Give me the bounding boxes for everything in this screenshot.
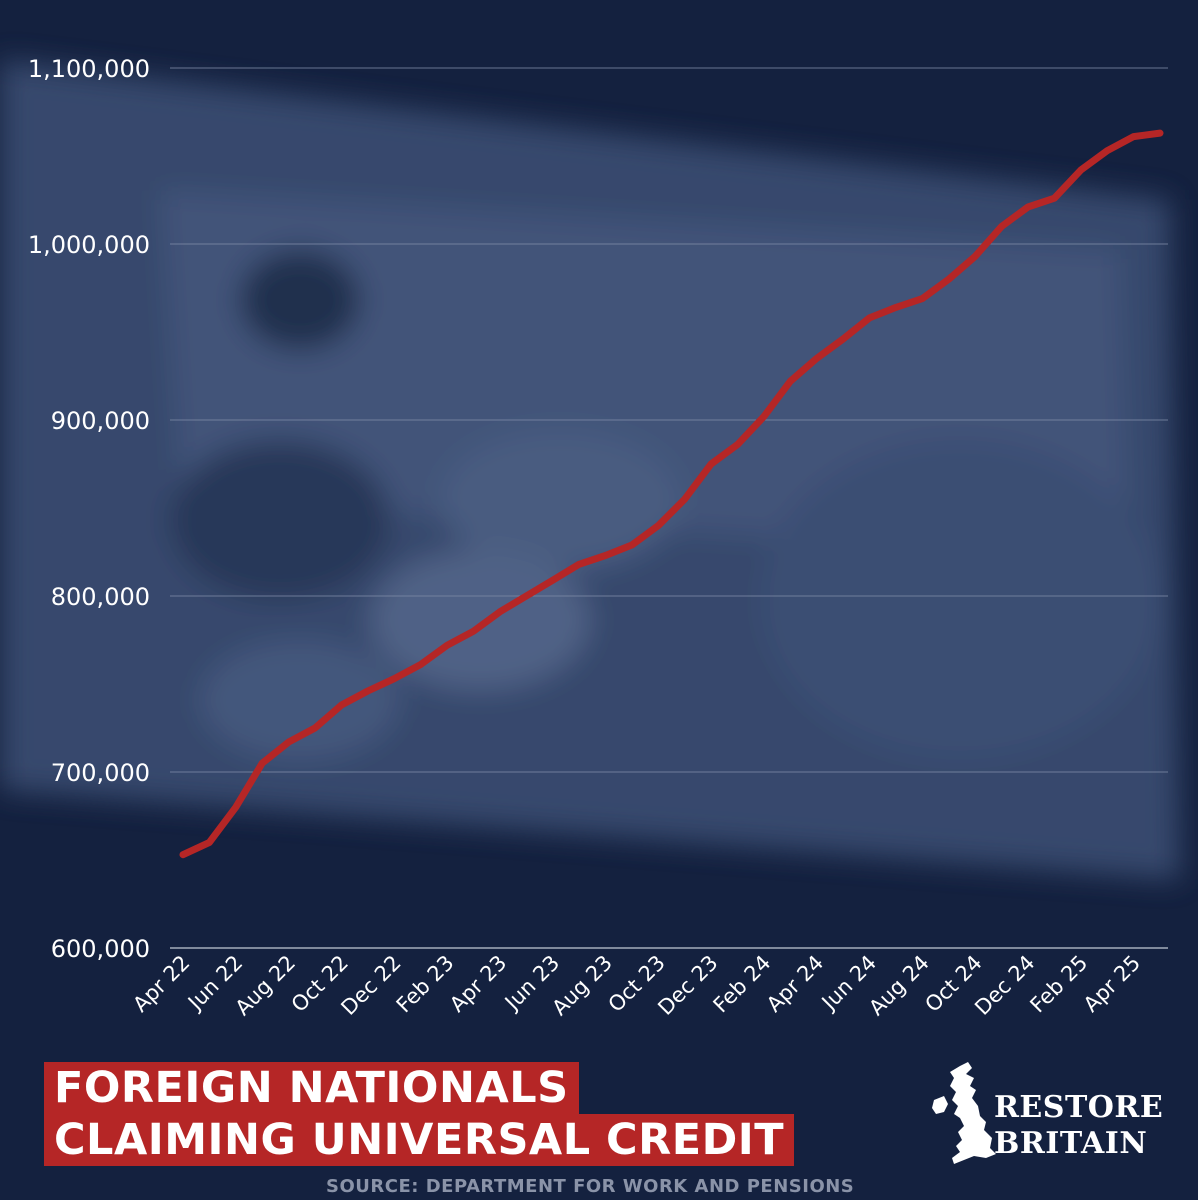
brand-line-1: RESTORE	[994, 1090, 1164, 1125]
uk-map-icon	[932, 1062, 996, 1164]
series-lines	[179, 129, 1164, 859]
x-tick-label: Feb 25	[1025, 951, 1092, 1018]
line-chart: 600,000 700,000 800,000 900,000 1,000,000 1,1…	[28, 55, 1168, 1021]
x-tick-label: Aug 23	[547, 951, 617, 1021]
chart-title: FOREIGN NATIONALS CLAIMING UNIVERSAL CRE…	[44, 1062, 795, 1166]
y-tick-label: 600,000	[51, 935, 150, 963]
y-tick-label: 700,000	[51, 759, 150, 787]
brand-logo: RESTORE BRITAIN	[930, 1060, 1180, 1170]
x-tick-label: Feb 23	[392, 951, 459, 1018]
y-tick-label: 900,000	[51, 407, 150, 435]
brand-line-2: BRITAIN	[994, 1126, 1148, 1161]
y-tick-label: 800,000	[51, 583, 150, 611]
x-tick-label: Apr 23	[445, 951, 511, 1017]
chart-title-line-1: FOREIGN NATIONALS	[44, 1062, 579, 1114]
x-tick-label: Feb 24	[709, 951, 776, 1018]
x-tick-label: Apr 24	[762, 951, 828, 1017]
x-tick-label: Dec 24	[970, 951, 1039, 1020]
y-tick-label: 1,100,000	[28, 55, 150, 83]
x-tick-label: Dec 23	[653, 951, 722, 1020]
x-tick-label: Dec 22	[336, 951, 405, 1020]
grid-lines	[170, 67, 1168, 949]
brand-name: RESTORE BRITAIN	[994, 1090, 1163, 1162]
y-axis-tick-labels: 600,000 700,000 800,000 900,000 1,000,000 1,1…	[28, 55, 150, 963]
chart-title-line-2: CLAIMING UNIVERSAL CREDIT	[44, 1114, 795, 1166]
x-tick-label: Aug 24	[864, 951, 934, 1021]
x-tick-label: Apr 25	[1079, 951, 1145, 1017]
x-tick-label: Aug 22	[231, 951, 301, 1021]
series-line	[179, 129, 1164, 859]
source-note: SOURCE: DEPARTMENT FOR WORK AND PENSIONS	[326, 1176, 855, 1197]
y-tick-label: 1,000,000	[28, 231, 150, 259]
